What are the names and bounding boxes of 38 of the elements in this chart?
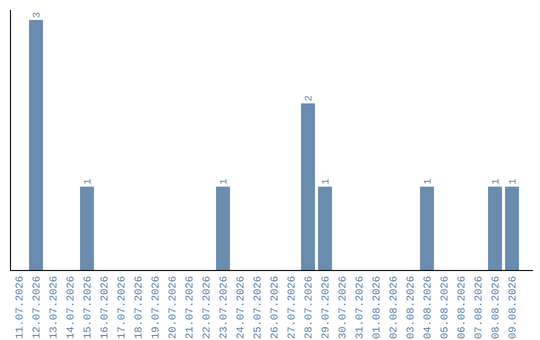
x-tick-label: 27.07.2026 xyxy=(286,276,298,340)
x-tick-label: 14.07.2026 xyxy=(66,276,78,340)
x-tick-label: 31.07.2026 xyxy=(354,276,366,340)
x-tick-label: 06.08.2026 xyxy=(456,276,468,340)
x-tick-label: 03.08.2026 xyxy=(406,276,418,340)
x-tick-label: 16.07.2026 xyxy=(100,276,112,340)
x-tick-label: 08.08.2026 xyxy=(490,276,502,340)
x-tick-label: 05.08.2026 xyxy=(440,276,452,340)
x-tick-label: 12.07.2026 xyxy=(32,276,44,340)
data-label: 1 xyxy=(322,178,332,185)
data-label: 2 xyxy=(304,95,316,102)
x-tick-label: 09.08.2026 xyxy=(508,276,520,340)
x-tick-label: 20.07.2026 xyxy=(168,276,180,340)
x-tick-label: 26.07.2026 xyxy=(270,276,282,340)
x-tick-label: 24.07.2026 xyxy=(236,276,248,340)
data-label: 3 xyxy=(32,12,44,18)
x-tick-label: 23.07.2026 xyxy=(218,276,230,340)
x-tick-label: 02.08.2026 xyxy=(388,276,400,340)
x-tick-label: 30.07.2026 xyxy=(338,276,350,340)
data-label: 1 xyxy=(220,178,230,185)
x-tick-label: 01.08.2026 xyxy=(372,276,384,340)
x-tick-label: 29.07.2026 xyxy=(320,276,332,340)
x-tick-label: 13.07.2026 xyxy=(48,276,60,340)
x-tick-label: 25.07.2026 xyxy=(252,276,264,340)
x-tick-label: 15.07.2026 xyxy=(82,276,94,340)
x-tick-label: 04.08.2026 xyxy=(422,276,434,340)
x-tick-label: 21.07.2026 xyxy=(184,276,196,340)
x-tick-label: 07.08.2026 xyxy=(474,276,486,340)
x-tick-label: 28.07.2026 xyxy=(304,276,316,340)
x-tick-label: 22.07.2026 xyxy=(202,276,214,340)
data-label: 1 xyxy=(508,178,520,185)
x-tick-label: 17.07.2026 xyxy=(116,276,128,340)
x-tick-label: 19.07.2026 xyxy=(150,276,162,340)
data-label: 1 xyxy=(492,178,502,185)
data-label: 1 xyxy=(84,178,94,185)
x-tick-label: 18.07.2026 xyxy=(134,276,146,340)
x-tick-label: 11.07.2026 xyxy=(14,276,26,340)
data-label: 1 xyxy=(424,178,434,185)
